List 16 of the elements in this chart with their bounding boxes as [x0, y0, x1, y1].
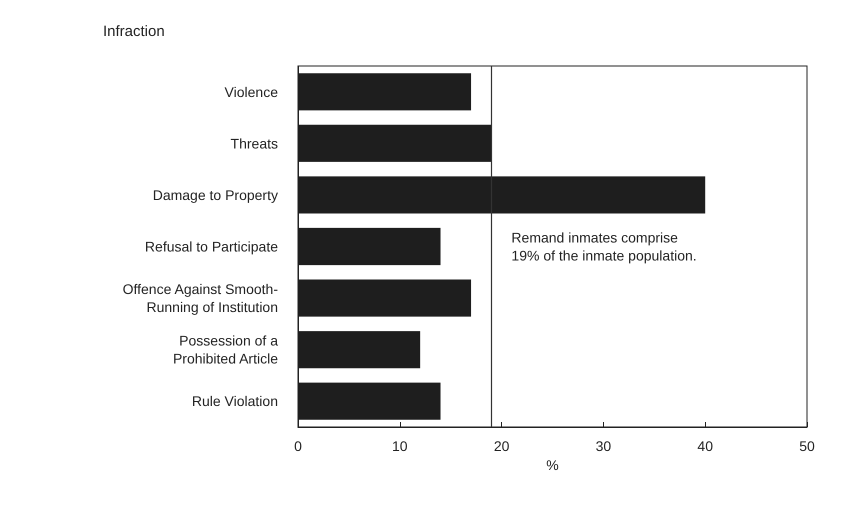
y-tick-label: Damage to Property: [152, 186, 278, 203]
x-tick-label: 10: [392, 438, 408, 454]
x-axis-title: %: [546, 456, 559, 473]
y-tick-label: Threats: [230, 135, 278, 152]
y-tick-label: Refusal to Participate: [144, 238, 278, 254]
ref-line-label: Remand inmates comprise 19% of the inmate population.: [511, 230, 697, 264]
x-tick-label: 30: [596, 438, 612, 454]
x-tick-label: 0: [294, 438, 302, 454]
x-tick-label: 20: [494, 438, 510, 454]
y-tick-label: Violence: [224, 84, 278, 100]
y-axis-title: Infraction: [103, 23, 165, 40]
x-tick-label: 40: [697, 438, 714, 454]
y-tick-label: Possession of a Prohibited Article: [172, 332, 278, 367]
y-tick-label: Rule Violation: [192, 393, 278, 410]
x-tick-label: 50: [799, 438, 815, 454]
y-tick-label: Offence Against Smooth- Running of Institution: [122, 281, 278, 316]
